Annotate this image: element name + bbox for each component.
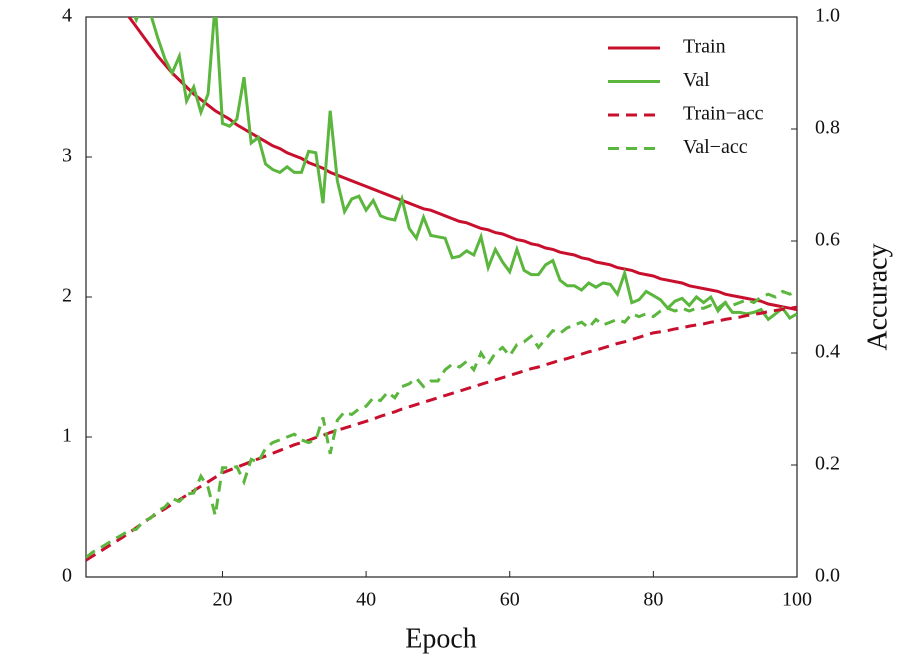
y2-tick-label: 0.2 xyxy=(815,453,840,475)
legend-label: Val xyxy=(683,69,710,91)
x-tick-label: 20 xyxy=(212,589,232,611)
y2-tick-label: 0.4 xyxy=(815,341,840,363)
x-tick-label: 40 xyxy=(356,589,376,611)
x-tick-label: 100 xyxy=(782,589,812,611)
y-tick-label: 1 xyxy=(62,425,72,447)
legend-label: Val−acc xyxy=(683,136,748,158)
y-tick-label: 0 xyxy=(62,565,72,587)
series-line xyxy=(133,17,797,322)
x-tick-label: 80 xyxy=(643,589,663,611)
y-tick-label: 2 xyxy=(62,285,72,307)
series-line xyxy=(86,305,797,562)
y-tick-label: 4 xyxy=(62,5,72,27)
y2-axis-label: Accuracy xyxy=(862,243,893,350)
y2-tick-label: 1.0 xyxy=(815,5,840,27)
y2-tick-label: 0.8 xyxy=(815,117,840,139)
series-line xyxy=(86,289,797,559)
y2-tick-label: 0.0 xyxy=(815,565,840,587)
y2-tick-label: 0.6 xyxy=(815,229,840,251)
legend-label: Train xyxy=(683,36,726,58)
x-axis-label: Epoch xyxy=(405,623,477,654)
legend-label: Train−acc xyxy=(683,103,764,125)
x-tick-label: 60 xyxy=(500,589,520,611)
y-tick-label: 3 xyxy=(62,145,72,167)
